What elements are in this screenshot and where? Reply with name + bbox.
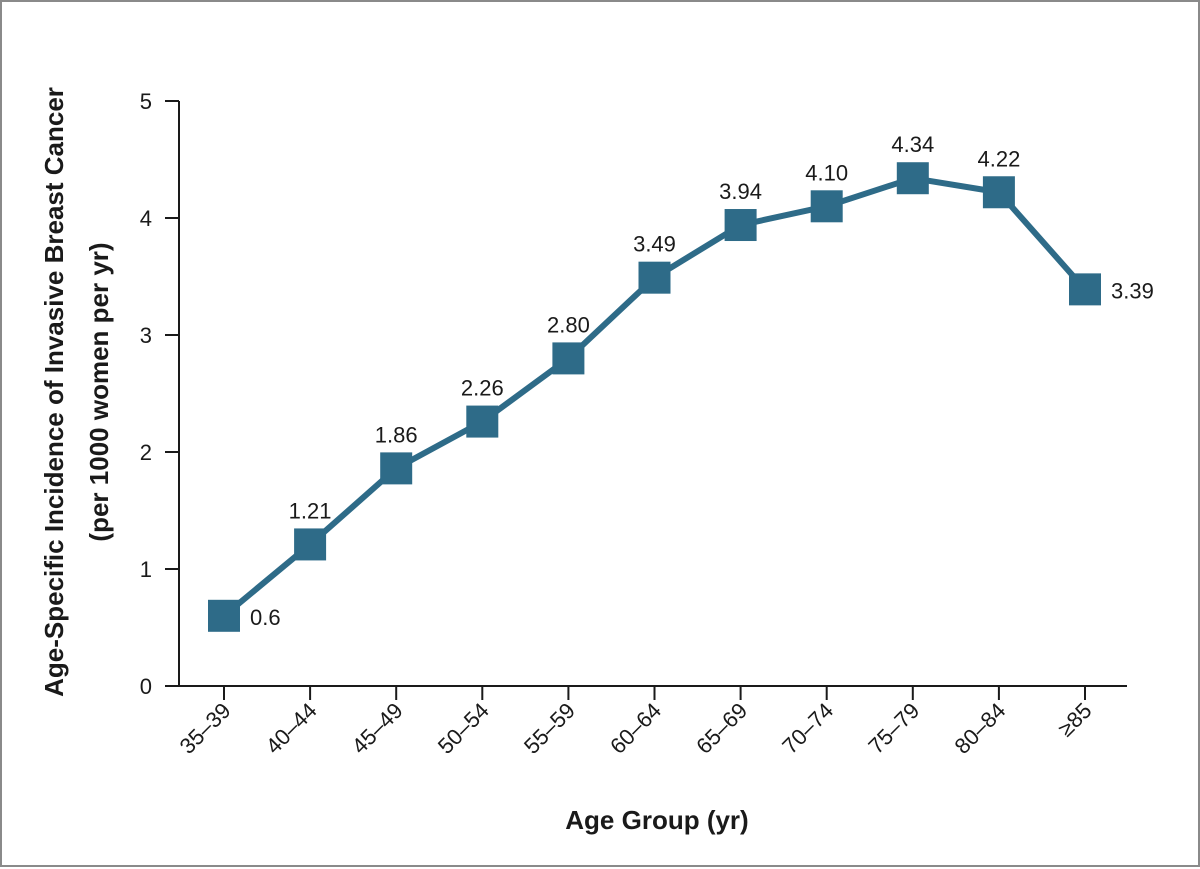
x-tick-label: ≥85: [1053, 698, 1097, 742]
x-tick-label: 80–84: [949, 698, 1010, 759]
data-label: 3.49: [633, 232, 676, 257]
y-tick-label: 4: [140, 206, 152, 231]
x-tick-label: 35–39: [175, 698, 236, 759]
data-point-marker: [982, 176, 1015, 209]
data-label: 2.80: [547, 312, 590, 337]
y-axis-title-line-1: Age-Specific Incidence of Invasive Breas…: [39, 87, 69, 697]
data-label: 2.26: [461, 376, 504, 401]
x-ticks: 35–39 40–44 45–49 50–54 55–59 60–64 65–69 70–74…: [175, 686, 1097, 759]
data-point-marker: [466, 405, 499, 438]
data-point-marker: [1069, 273, 1101, 306]
data-label: 3.39: [1111, 278, 1154, 303]
data-point-marker: [552, 342, 585, 375]
y-tick-label: 1: [140, 557, 152, 582]
data-point-marker: [380, 452, 413, 485]
y-axis-title: Age-Specific Incidence of Invasive Breas…: [39, 87, 114, 697]
x-tick-label: 50–54: [433, 698, 494, 759]
y-ticks: 0 1 2 3 4 5: [140, 89, 179, 699]
x-tick-label: 55–59: [519, 698, 580, 759]
data-label: 1.21: [289, 498, 332, 523]
data-point-marker: [638, 261, 671, 294]
data-point-marker: [810, 190, 843, 223]
series-incidence: 0.6 1.21 1.86 2.26 2.80 3.49 3.94 4.10 4.34 4.22 3…: [208, 132, 1154, 632]
data-label: 4.10: [805, 160, 848, 185]
x-tick-label: 65–69: [691, 698, 752, 759]
data-label: 1.86: [375, 422, 418, 447]
series-markers: [208, 162, 1101, 632]
data-point-marker: [724, 209, 757, 242]
data-point-marker: [294, 528, 327, 561]
x-tick-label: 40–44: [261, 698, 322, 759]
y-tick-label: 3: [140, 323, 152, 348]
x-tick-label: 60–64: [605, 698, 666, 759]
x-tick-label: 45–49: [347, 698, 408, 759]
y-tick-label: 2: [140, 440, 152, 465]
data-label: 0.6: [250, 605, 281, 630]
data-labels: 0.6 1.21 1.86 2.26 2.80 3.49 3.94 4.10 4.34 4.22 3…: [250, 132, 1154, 630]
x-tick-label: 70–74: [777, 698, 838, 759]
data-label: 3.94: [719, 179, 762, 204]
y-tick-label: 5: [140, 89, 152, 114]
y-axis-title-line-2: (per 1000 women per yr): [84, 242, 114, 541]
data-label: 4.22: [977, 146, 1020, 171]
data-label: 4.34: [891, 132, 934, 157]
x-tick-label: 75–79: [863, 698, 924, 759]
data-point-marker: [208, 599, 240, 632]
x-axis-title: Age Group (yr): [565, 805, 748, 835]
x-axis: 35–39 40–44 45–49 50–54 55–59 60–64 65–69 70–74…: [175, 685, 1127, 759]
y-axis: 0 1 2 3 4 5: [140, 89, 180, 699]
y-tick-label: 0: [140, 674, 152, 699]
data-point-marker: [896, 162, 929, 195]
